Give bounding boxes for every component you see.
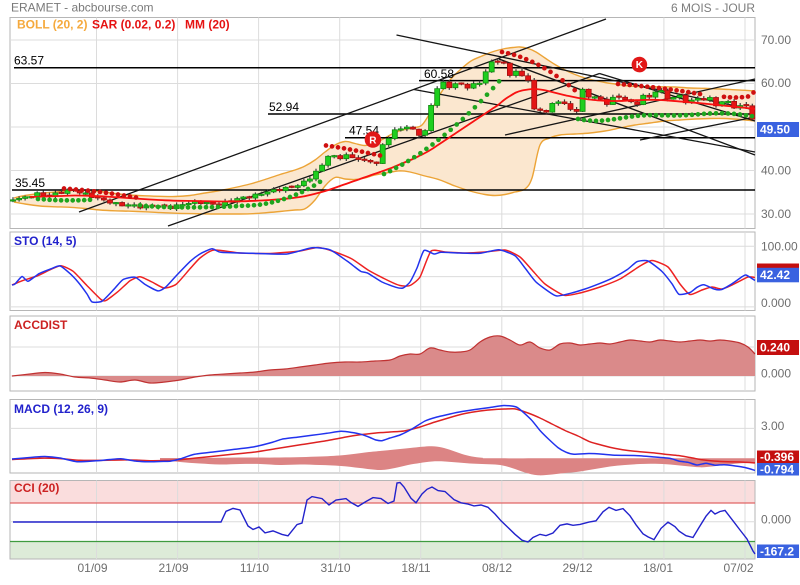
svg-text:40.00: 40.00 [761,163,791,177]
svg-text:07/02: 07/02 [723,561,753,575]
svg-text:29/12: 29/12 [562,561,592,575]
svg-text:SAR (0.02, 0.2): SAR (0.02, 0.2) [92,18,175,32]
svg-text:0.000: 0.000 [761,513,791,527]
svg-text:01/09: 01/09 [77,561,107,575]
svg-text:0.240: 0.240 [760,341,790,355]
svg-text:60.00: 60.00 [761,76,791,90]
svg-text:ERAMET - abcbourse.com: ERAMET - abcbourse.com [11,1,154,15]
svg-text:08/12: 08/12 [482,561,512,575]
svg-text:31/10: 31/10 [320,561,350,575]
svg-text:70.00: 70.00 [761,33,791,47]
svg-text:R: R [369,135,377,146]
svg-text:11/10: 11/10 [240,561,269,575]
svg-text:18/01: 18/01 [643,561,673,575]
svg-text:60.58: 60.58 [424,67,454,81]
svg-text:K: K [636,60,644,71]
svg-text:21/09: 21/09 [158,561,188,575]
svg-text:6 MOIS - JOUR: 6 MOIS - JOUR [671,1,755,15]
svg-text:52.94: 52.94 [269,100,299,114]
svg-text:63.57: 63.57 [14,54,44,68]
svg-text:0.000: 0.000 [761,296,791,310]
svg-text:49.50: 49.50 [760,123,790,137]
svg-text:-0.396: -0.396 [760,450,794,464]
svg-text:CCI (20): CCI (20) [14,481,59,495]
svg-text:MACD (12, 26, 9): MACD (12, 26, 9) [14,402,108,416]
svg-text:-0.794: -0.794 [760,462,794,476]
svg-text:MM (20): MM (20) [185,18,230,32]
svg-text:3.00: 3.00 [761,419,785,433]
svg-text:35.45: 35.45 [15,176,45,190]
svg-text:18/11: 18/11 [401,561,430,575]
svg-text:BOLL (20, 2): BOLL (20, 2) [17,18,87,32]
svg-text:STO (14, 5): STO (14, 5) [14,234,76,248]
svg-text:0.000: 0.000 [761,367,791,381]
svg-text:ACCDIST: ACCDIST [14,318,68,332]
svg-text:-167.2: -167.2 [760,545,794,559]
svg-text:100.00: 100.00 [761,239,798,253]
svg-text:30.00: 30.00 [761,207,791,221]
svg-text:42.42: 42.42 [760,268,790,282]
